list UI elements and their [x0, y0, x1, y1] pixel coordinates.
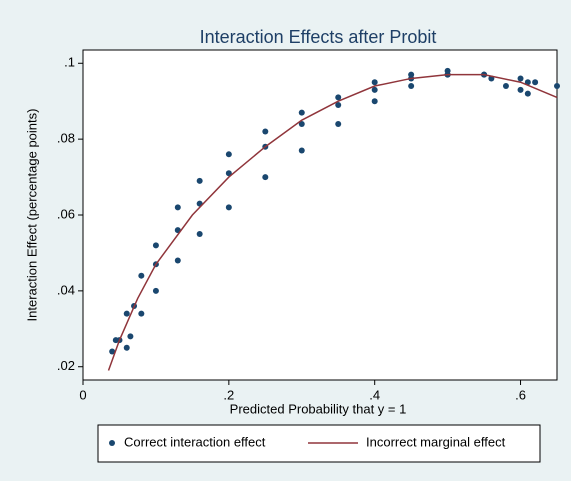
x-tick-label: 0	[79, 387, 86, 402]
data-point	[371, 98, 378, 105]
data-point	[123, 310, 130, 317]
data-point	[335, 102, 342, 108]
data-point	[225, 151, 232, 158]
data-point	[517, 75, 524, 82]
y-tick-label: .08	[57, 131, 75, 146]
data-point	[225, 170, 232, 177]
data-point	[371, 86, 378, 93]
legend-label: Incorrect marginal effect	[366, 434, 506, 449]
legend-swatch	[109, 440, 115, 446]
data-point	[298, 147, 305, 154]
y-tick-label: .1	[64, 55, 75, 70]
data-point	[524, 79, 531, 86]
data-point	[532, 79, 539, 86]
data-point	[174, 204, 181, 211]
data-point	[152, 287, 159, 294]
data-point	[335, 120, 342, 127]
data-point	[408, 83, 415, 90]
data-point	[517, 86, 524, 93]
data-point	[225, 204, 232, 211]
x-tick-label: .6	[515, 387, 526, 402]
legend-label: Correct interaction effect	[124, 434, 266, 449]
data-point	[152, 242, 159, 249]
data-point	[262, 128, 269, 135]
y-axis-label: Interaction Effect (percentage points)	[24, 109, 39, 322]
data-point	[335, 94, 342, 101]
data-point	[524, 90, 531, 97]
data-point	[196, 177, 203, 184]
x-axis-label: Predicted Probability that y = 1	[230, 401, 407, 416]
data-point	[138, 272, 145, 279]
chart-title: Interaction Effects after Probit	[200, 27, 437, 47]
data-point	[138, 310, 145, 317]
data-point	[298, 109, 305, 116]
data-point	[298, 120, 305, 127]
data-point	[123, 344, 130, 351]
data-point	[127, 333, 134, 340]
data-point	[109, 348, 116, 355]
plot-area	[82, 49, 558, 381]
data-point	[502, 83, 509, 90]
x-tick-label: .4	[369, 387, 380, 402]
data-line	[107, 73, 558, 371]
data-point	[371, 79, 378, 86]
y-tick-label: .04	[57, 282, 75, 297]
y-tick-label: .06	[57, 206, 75, 221]
data-point	[196, 230, 203, 237]
y-tick-label: .02	[57, 358, 75, 373]
data-point	[174, 257, 181, 264]
data-point	[262, 174, 269, 181]
x-tick-label: .2	[223, 387, 234, 402]
data-point	[554, 83, 560, 90]
